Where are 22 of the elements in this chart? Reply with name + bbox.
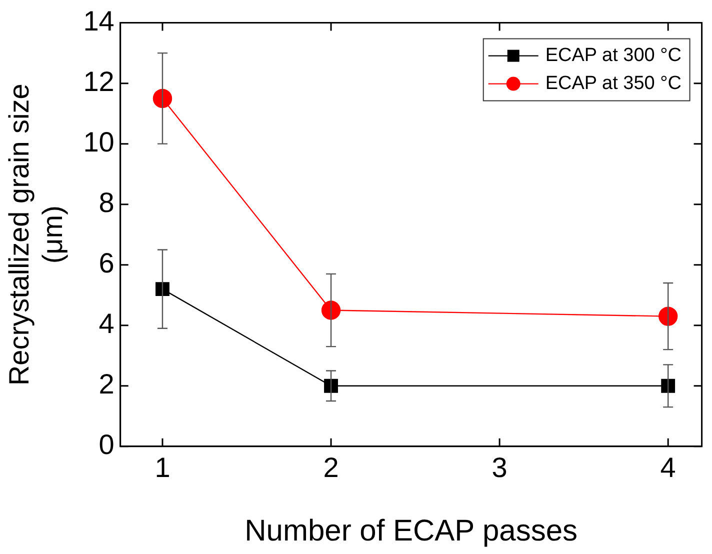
y-axis-title: Recrystallized grain size (μm): [4, 84, 68, 386]
y-tick-label: 2: [98, 368, 114, 400]
legend-label: ECAP at 300 °C: [545, 45, 682, 66]
point: [152, 88, 172, 108]
point: [321, 300, 341, 320]
x-tick-label: 2: [323, 452, 339, 483]
point: [661, 378, 676, 393]
y-tick-label: 10: [83, 126, 114, 158]
x-axis-title: Number of ECAP passes: [244, 514, 578, 548]
y-tick-label: 12: [83, 66, 114, 98]
point: [658, 306, 678, 326]
point: [324, 378, 338, 393]
legend-label: ECAP at 350 °C: [545, 73, 682, 94]
y-tick-label: 14: [83, 6, 114, 37]
y-tick-label: 6: [98, 248, 114, 279]
point: [156, 282, 170, 296]
y-tick-label: 8: [98, 187, 114, 218]
x-tick-label: 3: [492, 452, 508, 483]
x-tick-label: 1: [154, 452, 170, 483]
y-tick-label: 4: [98, 308, 114, 340]
x-tick-label: 4: [660, 452, 676, 483]
y-tick-label: 0: [98, 429, 114, 460]
